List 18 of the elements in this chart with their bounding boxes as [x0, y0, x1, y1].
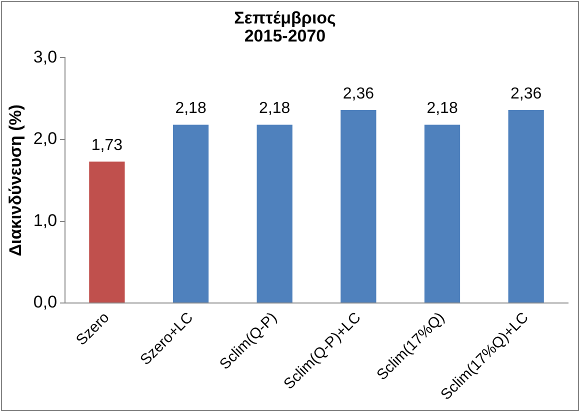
- data-label: 2,18: [175, 100, 206, 118]
- bar: [89, 162, 125, 303]
- y-axis-title: Διακινδύνευση (%): [6, 104, 25, 256]
- data-label: 1,73: [91, 136, 123, 154]
- y-tick-label: 2,0: [33, 129, 58, 148]
- bar: [340, 110, 376, 303]
- y-tick-label: 1,0: [33, 210, 58, 230]
- bar: [172, 124, 209, 303]
- y-tick-label: 0,0: [33, 292, 58, 312]
- bar: [256, 124, 292, 303]
- data-label: 2,18: [259, 100, 290, 118]
- data-label: 2,18: [426, 100, 458, 118]
- data-label: 2,36: [342, 85, 374, 102]
- chart-title: Σεπτέμβριος 2015-2070: [234, 8, 336, 46]
- y-tick-label: 3,0: [33, 47, 58, 66]
- data-label: 2,36: [510, 85, 542, 102]
- bar: [424, 124, 460, 303]
- bar: [508, 110, 544, 303]
